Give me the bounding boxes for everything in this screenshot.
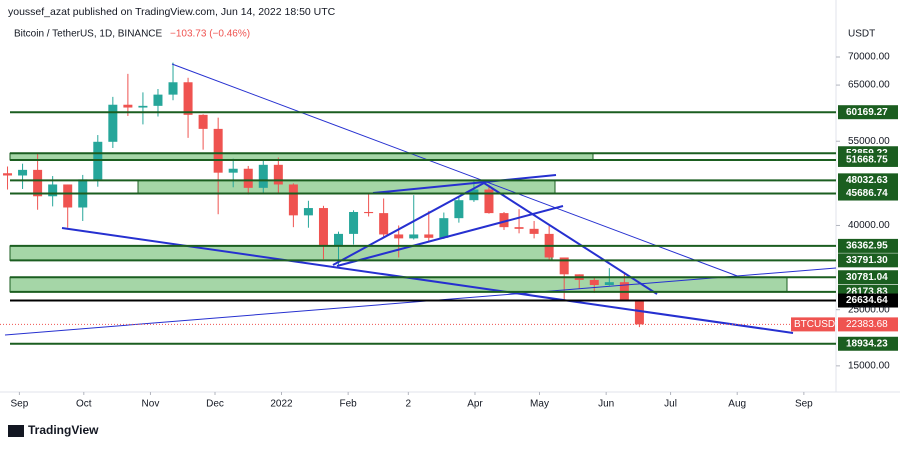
y-tick-label: 65000.00	[848, 80, 890, 91]
x-tick-label: Jun	[598, 399, 614, 410]
candle-body	[228, 168, 238, 173]
change: −103.73 (−0.46%)	[170, 29, 250, 40]
level-label: 45686.74	[846, 188, 888, 199]
footer-brand: TradingView	[28, 423, 99, 437]
logo	[8, 425, 24, 437]
candle-body	[409, 234, 419, 239]
candle-body	[334, 233, 344, 247]
candle-body	[424, 234, 434, 238]
y-axis-unit: USDT	[848, 29, 875, 40]
candle-body	[559, 257, 569, 275]
x-tick-label: Jul	[664, 399, 677, 410]
level-label-bg	[838, 152, 898, 167]
trendline	[336, 205, 564, 267]
candle-body	[123, 104, 133, 108]
candle-body	[183, 82, 193, 115]
candle-body	[634, 300, 644, 325]
candle-body	[63, 184, 73, 208]
level-label-bg	[838, 253, 898, 268]
candle-body	[18, 169, 28, 176]
candle-body	[168, 82, 178, 95]
candle-body	[213, 128, 223, 173]
candle-body	[349, 211, 359, 234]
level-label: 51668.75	[846, 155, 888, 166]
trendline	[171, 63, 741, 278]
candle-body	[243, 168, 253, 188]
candle-body	[604, 282, 614, 285]
x-tick-label: Apr	[467, 399, 483, 410]
byline: youssef_azat published on TradingView.co…	[8, 6, 336, 18]
x-tick-label: Sep	[795, 399, 813, 410]
candle-body	[138, 105, 148, 108]
y-tick-label: 40000.00	[848, 220, 890, 231]
x-tick-label: Aug	[728, 399, 746, 410]
trendline	[332, 182, 485, 266]
level-label: 26634.64	[846, 295, 888, 306]
x-tick-label: Nov	[142, 399, 160, 410]
level-label-bg	[838, 173, 898, 188]
level-label-bg	[838, 105, 898, 120]
level-label-bg	[838, 186, 898, 201]
level-label: 48032.63	[846, 175, 888, 186]
y-tick-label: 15000.00	[848, 360, 890, 371]
candle-body	[454, 200, 464, 219]
level-label-bg	[838, 238, 898, 253]
zone	[9, 245, 553, 261]
candle-body	[318, 208, 328, 247]
x-tick-label: 2022	[270, 399, 293, 410]
last-price-bg	[838, 317, 898, 332]
ticker-bg	[791, 317, 835, 332]
zone	[9, 276, 788, 293]
y-tick-label: 55000.00	[848, 136, 890, 147]
level-label-bg	[838, 336, 898, 351]
candle-body	[439, 218, 449, 238]
candle-body	[514, 227, 524, 229]
level-label: 33791.30	[846, 255, 888, 266]
candle-body	[3, 173, 13, 176]
level-label: 28173.83	[846, 287, 888, 298]
candle-body	[33, 169, 43, 197]
trendline	[483, 182, 658, 295]
candle-body	[48, 184, 58, 197]
x-tick-label: 2	[406, 399, 412, 410]
trendline	[372, 174, 557, 194]
level-label-bg	[838, 270, 898, 285]
candle-body	[153, 94, 163, 106]
level-label: 36362.95	[846, 241, 888, 252]
ticker-label: BTCUSDT	[794, 319, 841, 330]
candle-body	[364, 211, 374, 214]
candle-body	[469, 189, 479, 201]
candle-body	[258, 164, 268, 188]
level-label: 60169.27	[846, 107, 888, 118]
x-tick-label: Feb	[340, 399, 358, 410]
trendlines	[4, 63, 837, 336]
last-price-label: 22383.68	[846, 319, 888, 330]
candle-body	[198, 114, 208, 129]
candle-body	[379, 213, 389, 235]
candle-body	[529, 228, 539, 234]
x-tick-label: Dec	[206, 399, 224, 410]
candle-body	[499, 213, 509, 228]
x-tick-label: Sep	[11, 399, 29, 410]
x-tick-label: Oct	[76, 399, 92, 410]
symbol: Bitcoin / TetherUS, 1D, BINANCE	[14, 29, 163, 40]
candle-body	[394, 234, 404, 239]
candle-body	[589, 279, 599, 285]
candle-body	[484, 189, 494, 214]
candle-body	[288, 184, 298, 216]
x-tick-label: May	[530, 399, 549, 410]
candle-body	[273, 164, 283, 185]
level-label-bg	[838, 293, 898, 308]
level-label: 30781.04	[846, 272, 888, 283]
candle-body	[108, 104, 118, 142]
candle-body	[303, 208, 313, 216]
y-tick-label: 70000.00	[848, 52, 890, 63]
y-tick-label: 25000.00	[848, 304, 890, 315]
level-label: 18934.23	[846, 338, 888, 349]
